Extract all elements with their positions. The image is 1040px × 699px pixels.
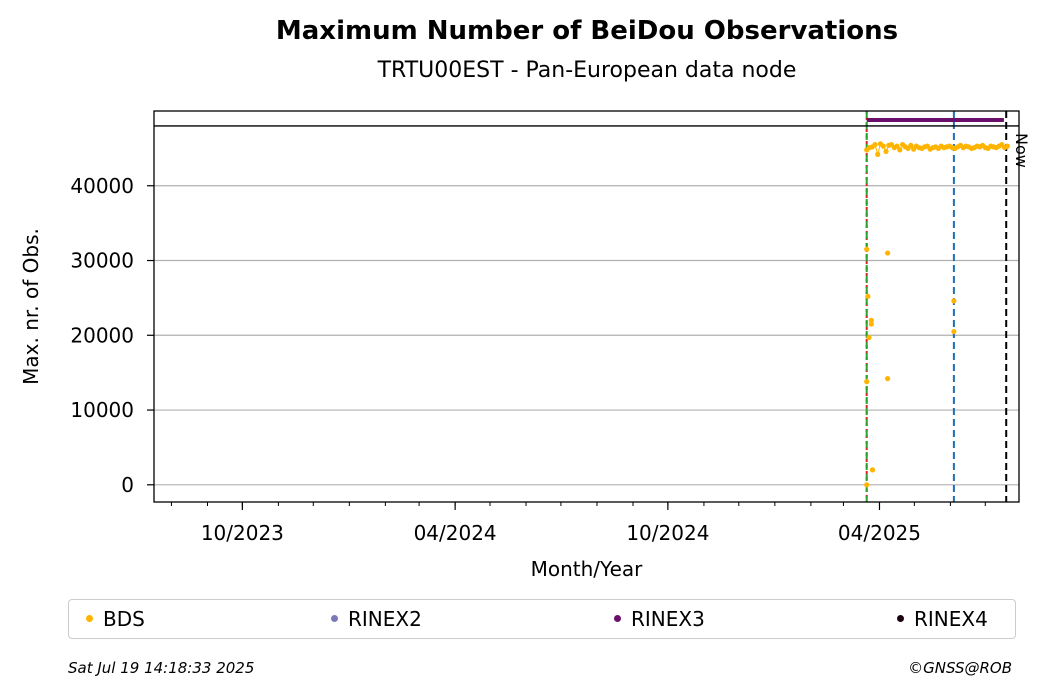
legend-marker-rinex4 [897,615,904,622]
bds-outlier-point [864,246,870,252]
bds-outlier-point [868,317,874,323]
bds-outlier-point [866,334,872,341]
bds-line [866,143,1008,157]
bds-outlier-point [868,321,874,327]
legend-label-bds: BDS [103,607,145,631]
bds-outlier-point [864,379,870,385]
y-tick-label: 10000 [70,398,134,422]
legend-label-rinex3: RINEX3 [631,607,705,631]
bds-outlier-point [951,298,957,304]
now-label: Now [1012,133,1031,168]
y-tick-label: 20000 [70,323,134,347]
plot-frame [153,110,1020,503]
data-layer [154,111,1019,502]
credit-text: ©GNSS@ROB [908,659,1012,677]
legend-marker-bds [86,615,93,622]
legend-marker-rinex2 [331,615,338,622]
legend-item-bds: BDS [86,607,145,631]
chart-subtitle: TRTU00EST - Pan-European data node [377,58,797,83]
bds-outlier-point [951,328,957,335]
axes: 0 10000 20000 30000 40000 Now 10/2023 04/2024 10… [19,110,1031,581]
legend-item-rinex4: RINEX4 [897,607,988,631]
x-axis-label: Month/Year [531,557,644,581]
x-tick-label: 04/2025 [838,521,921,545]
timestamp-text: Sat Jul 19 14:18:33 2025 [68,659,255,677]
legend-label-rinex2: RINEX2 [348,607,422,631]
y-axis-label: Max. nr. of Obs. [19,228,43,385]
legend-item-rinex3: RINEX3 [614,607,705,631]
legend: BDS RINEX2 RINEX3 RINEX4 [68,599,1016,639]
chart-title: Maximum Number of BeiDou Observations [275,16,899,46]
bds-outlier-point [885,250,891,256]
bds-outlier-point [869,467,876,473]
y-tick-label: 40000 [70,174,134,198]
legend-label-rinex4: RINEX4 [914,607,988,631]
bds-outlier-point [865,293,871,300]
x-tick-label: 10/2023 [201,521,284,545]
x-tick-label: 10/2024 [626,521,709,545]
legend-marker-rinex3 [614,615,621,622]
y-tick-label: 30000 [70,249,134,273]
x-tick-label: 04/2024 [414,521,497,545]
legend-item-rinex2: RINEX2 [331,607,422,631]
y-tick-label: 0 [121,473,134,497]
bds-outlier-point [864,482,870,488]
bds-outlier-point [885,376,891,382]
grid-lines [154,185,1019,486]
